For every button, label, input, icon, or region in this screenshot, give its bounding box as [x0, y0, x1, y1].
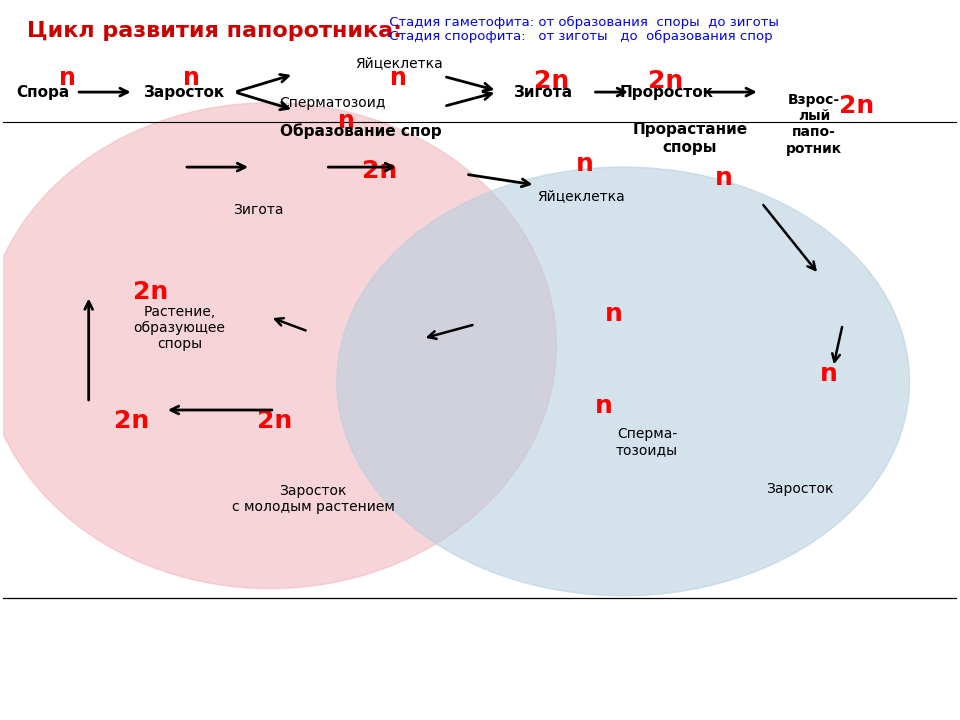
Text: 2n: 2n: [649, 69, 684, 94]
Text: 2n: 2n: [133, 280, 168, 304]
Text: 2n: 2n: [839, 94, 875, 118]
Text: n: n: [605, 302, 622, 325]
Text: Стадия гаметофита: от образования  споры  до зиготы: Стадия гаметофита: от образования споры …: [385, 16, 779, 29]
Text: Спора: Спора: [16, 84, 69, 99]
Text: Растение,
образующее
споры: Растение, образующее споры: [133, 305, 226, 351]
Text: Прорастание
споры: Прорастание споры: [633, 122, 748, 155]
Text: n: n: [595, 395, 613, 418]
Text: n: n: [60, 66, 76, 90]
Text: Образование спор: Образование спор: [280, 124, 442, 139]
Text: Стадия спорофита:   от зиготы   до  образования спор: Стадия спорофита: от зиготы до образован…: [385, 30, 772, 43]
Text: n: n: [338, 109, 355, 132]
Ellipse shape: [337, 167, 909, 595]
Text: Зигота: Зигота: [233, 203, 284, 217]
Text: Проросток: Проросток: [619, 84, 713, 99]
Text: Заросток: Заросток: [766, 482, 833, 495]
Text: 2n: 2n: [362, 158, 397, 183]
Text: Сперма-
тозоиды: Сперма- тозоиды: [616, 427, 678, 457]
Ellipse shape: [0, 103, 557, 589]
Text: Яйцеклетка: Яйцеклетка: [538, 189, 625, 202]
Text: Взрос-
лый
папо-
ротник: Взрос- лый папо- ротник: [786, 93, 842, 156]
Text: n: n: [820, 362, 837, 387]
Text: Заросток: Заросток: [144, 84, 225, 99]
Text: 2n: 2n: [534, 69, 569, 94]
Text: n: n: [391, 66, 407, 90]
Text: Зигота: Зигота: [515, 84, 573, 99]
Text: Сперматозоид: Сперматозоид: [278, 96, 385, 110]
Text: 2n: 2n: [114, 409, 149, 433]
Text: n: n: [576, 151, 594, 176]
Text: n: n: [714, 166, 732, 190]
Text: n: n: [183, 66, 201, 90]
Text: Цикл развития папоротника:: Цикл развития папоротника:: [27, 21, 401, 40]
Text: 2n: 2n: [257, 409, 293, 433]
Text: Яйцеклетка: Яйцеклетка: [355, 56, 443, 71]
Text: Заросток
с молодым растением: Заросток с молодым растением: [231, 485, 395, 514]
